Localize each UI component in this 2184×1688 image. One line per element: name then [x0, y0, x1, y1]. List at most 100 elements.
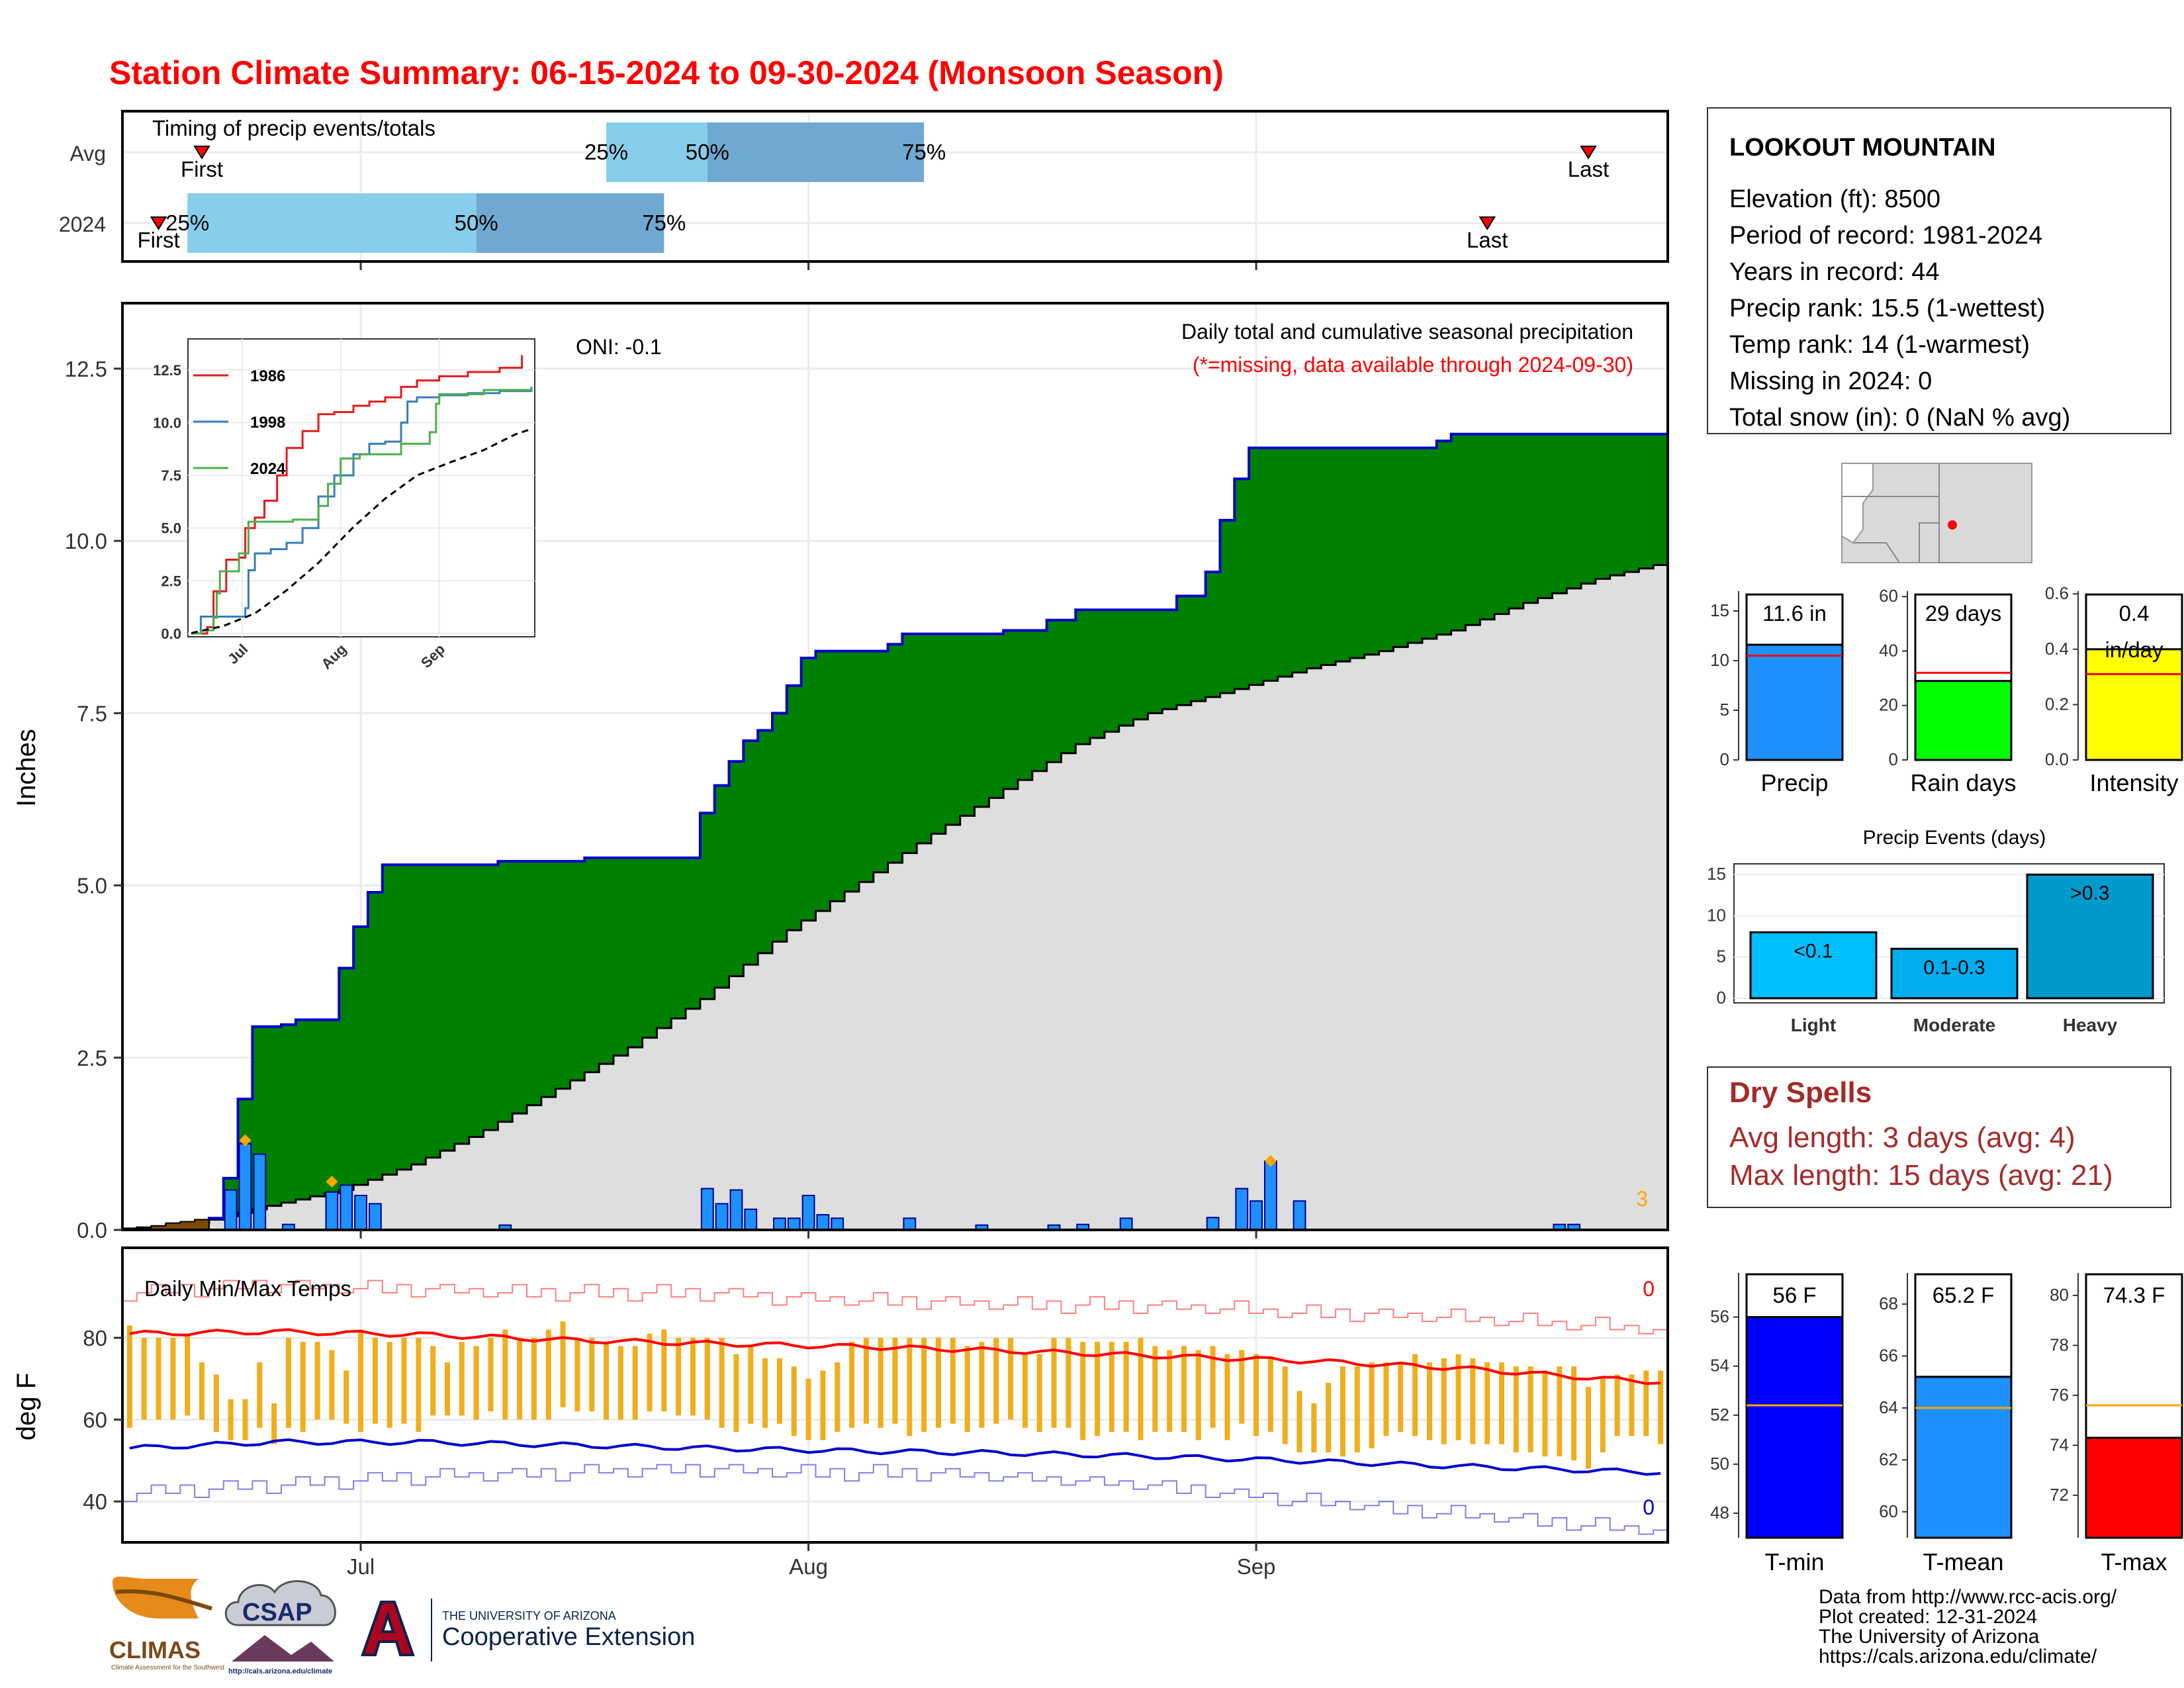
daily-temp-range-bar [1297, 1391, 1302, 1453]
daily-temp-range-bar [748, 1346, 754, 1424]
daily-precip-bar [831, 1217, 844, 1231]
timing-p75-label: 75% [902, 140, 946, 164]
daily-precip-bar [700, 1188, 714, 1231]
daily-temp-range-bar [314, 1342, 320, 1420]
daily-temp-range-bar [979, 1342, 985, 1428]
dry-spells-avg: Avg length: 3 days (avg: 4) [1729, 1121, 2075, 1154]
timing-last-marker [1580, 146, 1597, 160]
precip-y-tick-label: 5.0 [77, 874, 107, 898]
inset-y-tick-label: 0.0 [161, 626, 181, 642]
events-bar-label: >0.3 [2070, 882, 2109, 904]
temp-panel-title: Daily Min/Max Temps [144, 1276, 351, 1301]
locator-map [1841, 463, 2032, 563]
temp-missing-max: 0 [1643, 1277, 1655, 1301]
csap-logo-text: CSAP [242, 1599, 312, 1626]
daily-temp-range-bar [199, 1362, 205, 1420]
temp-bar-y-tick-label: 72 [2050, 1485, 2069, 1505]
daily-precip-bar [354, 1194, 367, 1231]
daily-temp-range-bar [1224, 1354, 1230, 1440]
temp-bar-y-tick-label: 76 [2050, 1385, 2069, 1405]
temp-bar-y-tick-label: 78 [2050, 1335, 2069, 1354]
daily-temp-range-bar [285, 1337, 291, 1428]
mini-bar-y-tick-label: 15 [1710, 600, 1729, 620]
daily-temp-range-bar [762, 1358, 768, 1428]
temp-y-tick-label: 60 [83, 1408, 107, 1432]
daily-temp-range-bar [531, 1337, 537, 1420]
daily-temp-range-bar [387, 1342, 392, 1428]
timing-ribbons [187, 122, 925, 253]
csap-url-text: http://cals.arizona.edu/climate [228, 1667, 332, 1675]
ua-logo-top-text: THE UNIVERSITY OF ARIZONA [442, 1609, 616, 1622]
daily-temp-range-bar [1499, 1362, 1505, 1444]
dry-spells-title: Dry Spells [1729, 1076, 1872, 1109]
daily-temp-range-bar [632, 1346, 638, 1420]
mini-bar-value-label: 0.4 [2119, 601, 2150, 626]
daily-precip-bar [1235, 1188, 1249, 1231]
daily-temp-range-bar [488, 1337, 494, 1412]
temp-x-tick-label: Sep [1237, 1554, 1276, 1579]
precip-events-chart: Precip Events (days) 0 5 10 15 <0.1 Light 0.1-… [1707, 827, 2165, 1035]
daily-temp-range-bar [1527, 1366, 1533, 1453]
footer-line-created: Plot created: 12-31-2024 [1819, 1606, 2037, 1628]
precip-y-tick-label: 2.5 [77, 1046, 107, 1070]
csap-mountain-icon [232, 1635, 334, 1662]
timing-panel-border [121, 110, 1669, 263]
station-line-years: Years in record: 44 [1729, 258, 1940, 286]
daily-temp-range-bar [892, 1337, 898, 1424]
daily-temp-range-bar [1412, 1354, 1418, 1436]
daily-precip-bar [715, 1203, 729, 1231]
timing-ribbon-25-50 [606, 122, 707, 182]
inset-series-line-average [191, 428, 532, 634]
temp-bar-y-tick-label: 60 [1879, 1501, 1898, 1521]
precip-header-line2: (*=missing, data available through 2024-… [1193, 353, 1633, 377]
daily-temp-range-bar [156, 1337, 161, 1420]
mini-bar-y-tick-label: 0 [1889, 749, 1898, 769]
mini-bar-y-tick-label: 20 [1879, 695, 1898, 715]
footer-line-university: The University of Arizona [1819, 1626, 2040, 1648]
temp-bar-value-label: 74.3 F [2103, 1283, 2165, 1307]
temp-bar-y-tick-label: 66 [1879, 1345, 1898, 1365]
mini-bar-y-tick-label: 0.2 [2045, 694, 2069, 714]
daily-temp-range-bar [1095, 1342, 1101, 1436]
precip-header-line1: Daily total and cumulative seasonal prec… [1181, 320, 1633, 344]
temp-x-tick-label: Jul [347, 1554, 375, 1579]
station-info-box: LOOKOUT MOUNTAIN Elevation (ft): 8500 Pe… [1707, 107, 2171, 434]
events-y-tick-label: 10 [1707, 905, 1726, 925]
daily-temp-range-bar [574, 1337, 580, 1412]
precip-events-bars: 0 5 10 15 <0.1 Light 0.1-0.3 Moderate >0.3 Heavy [1707, 864, 2164, 1035]
daily-temp-range-bar [329, 1350, 335, 1420]
mini-bar-y-tick-label: 0.6 [2045, 583, 2069, 603]
temp-x-axis: Jul Aug Sep [347, 1542, 1275, 1579]
daily-temp-range-bar [1369, 1362, 1375, 1448]
inset-lines [191, 355, 533, 635]
daily-temp-range-bar [1267, 1358, 1273, 1432]
daily-temp-range-bar [1326, 1382, 1332, 1453]
temp-x-tick-label: Aug [789, 1554, 828, 1579]
temp-bar-y-tick-label: 64 [1879, 1397, 1898, 1417]
daily-temp-range-bar [1629, 1374, 1635, 1436]
station-line-precip-rank: Precip rank: 15.5 (1-wettest) [1729, 295, 2045, 322]
daily-temp-range-bar [1036, 1354, 1042, 1432]
precip-areas [122, 432, 1668, 1231]
timing-row-label-avg: Avg [69, 142, 106, 165]
temp-lines [122, 1280, 1668, 1535]
daily-temp-range-bar [1354, 1366, 1360, 1453]
daily-temp-range-bar [661, 1329, 667, 1412]
daily-precip-bar [801, 1194, 815, 1231]
missing-data-marker [326, 1176, 338, 1188]
events-bar-label: <0.1 [1794, 940, 1833, 962]
daily-temp-range-bar [473, 1346, 479, 1420]
inset-legend-label: 2024 [250, 460, 286, 478]
timing-panel: First Last 25% 50% 75% First Last 25% 50% 75% Tim… [59, 110, 1669, 270]
timing-labels: First Last 25% 50% 75% First Last 25% 50% 75% [137, 140, 1609, 252]
daily-temp-range-bar [604, 1342, 610, 1420]
temp-bar-y-tick-label: 54 [1710, 1356, 1729, 1376]
daily-precip-bar [773, 1217, 786, 1231]
daily-temp-range-bar [1557, 1366, 1563, 1457]
daily-temp-range-bar [517, 1337, 523, 1420]
daily-precip-bar [1119, 1217, 1133, 1231]
timing-row-label-2024: 2024 [59, 212, 106, 236]
daily-temp-range-bar [1239, 1350, 1245, 1424]
timing-first-marker [150, 216, 167, 230]
inset-y-tick-label: 7.5 [161, 467, 181, 484]
